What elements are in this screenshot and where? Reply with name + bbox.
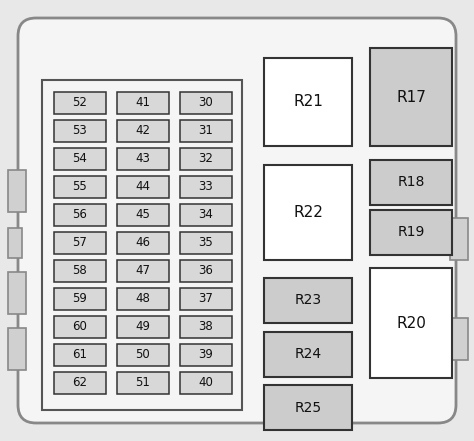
Bar xyxy=(8,272,26,314)
Bar xyxy=(180,120,232,142)
Bar xyxy=(117,344,169,366)
Text: 46: 46 xyxy=(136,236,151,250)
Text: R23: R23 xyxy=(294,294,321,307)
Bar xyxy=(180,232,232,254)
Text: 39: 39 xyxy=(199,348,213,362)
Bar xyxy=(54,92,106,114)
Text: R22: R22 xyxy=(293,205,323,220)
Bar xyxy=(370,268,452,378)
Bar xyxy=(117,204,169,226)
Bar xyxy=(117,232,169,254)
Bar xyxy=(117,176,169,198)
Bar xyxy=(54,288,106,310)
Bar xyxy=(180,92,232,114)
Bar xyxy=(54,176,106,198)
Bar xyxy=(264,165,352,260)
Bar xyxy=(8,328,26,370)
Text: R19: R19 xyxy=(397,225,425,239)
Text: 48: 48 xyxy=(136,292,150,306)
Text: R25: R25 xyxy=(294,400,321,415)
Text: 36: 36 xyxy=(199,265,213,277)
Text: 37: 37 xyxy=(199,292,213,306)
Bar xyxy=(54,344,106,366)
Bar xyxy=(450,218,468,260)
Bar xyxy=(180,148,232,170)
Text: 44: 44 xyxy=(136,180,151,194)
Bar xyxy=(370,210,452,255)
Text: 51: 51 xyxy=(136,377,150,389)
Text: 59: 59 xyxy=(73,292,87,306)
Bar xyxy=(54,260,106,282)
Bar xyxy=(117,120,169,142)
Text: 56: 56 xyxy=(73,209,87,221)
Bar xyxy=(180,372,232,394)
Text: 31: 31 xyxy=(199,124,213,138)
Bar xyxy=(180,204,232,226)
Bar xyxy=(117,316,169,338)
Bar xyxy=(117,372,169,394)
Text: 42: 42 xyxy=(136,124,151,138)
Bar xyxy=(264,278,352,323)
Bar xyxy=(264,332,352,377)
Bar xyxy=(117,92,169,114)
Text: 50: 50 xyxy=(136,348,150,362)
Text: 53: 53 xyxy=(73,124,87,138)
Bar xyxy=(264,385,352,430)
Text: 60: 60 xyxy=(73,321,87,333)
Bar xyxy=(42,80,242,410)
FancyBboxPatch shape xyxy=(18,18,456,423)
Text: 58: 58 xyxy=(73,265,87,277)
Text: 62: 62 xyxy=(73,377,88,389)
Text: R21: R21 xyxy=(293,94,323,109)
Text: 33: 33 xyxy=(199,180,213,194)
Bar xyxy=(370,160,452,205)
Text: 45: 45 xyxy=(136,209,150,221)
Bar xyxy=(180,288,232,310)
Text: 47: 47 xyxy=(136,265,151,277)
Text: R20: R20 xyxy=(396,315,426,330)
Bar xyxy=(54,148,106,170)
Bar xyxy=(54,316,106,338)
Text: 40: 40 xyxy=(199,377,213,389)
Bar xyxy=(180,176,232,198)
Text: 52: 52 xyxy=(73,97,87,109)
Bar xyxy=(54,232,106,254)
Text: 54: 54 xyxy=(73,153,87,165)
Bar xyxy=(180,260,232,282)
Bar xyxy=(450,318,468,360)
Bar xyxy=(180,316,232,338)
Bar xyxy=(8,170,26,212)
Text: 57: 57 xyxy=(73,236,87,250)
Text: 30: 30 xyxy=(199,97,213,109)
Bar xyxy=(8,228,22,258)
Text: 49: 49 xyxy=(136,321,151,333)
Text: 43: 43 xyxy=(136,153,150,165)
Bar xyxy=(54,372,106,394)
Bar xyxy=(54,204,106,226)
Bar xyxy=(117,288,169,310)
Text: R17: R17 xyxy=(396,90,426,105)
Bar xyxy=(180,344,232,366)
Text: 41: 41 xyxy=(136,97,151,109)
Bar xyxy=(54,120,106,142)
Text: 61: 61 xyxy=(73,348,88,362)
Text: 38: 38 xyxy=(199,321,213,333)
Bar xyxy=(370,48,452,146)
Text: 35: 35 xyxy=(199,236,213,250)
Bar xyxy=(117,260,169,282)
Text: R24: R24 xyxy=(294,348,321,362)
Text: 32: 32 xyxy=(199,153,213,165)
Text: R18: R18 xyxy=(397,176,425,190)
Text: 34: 34 xyxy=(199,209,213,221)
Bar xyxy=(117,148,169,170)
Text: 55: 55 xyxy=(73,180,87,194)
Bar xyxy=(264,58,352,146)
